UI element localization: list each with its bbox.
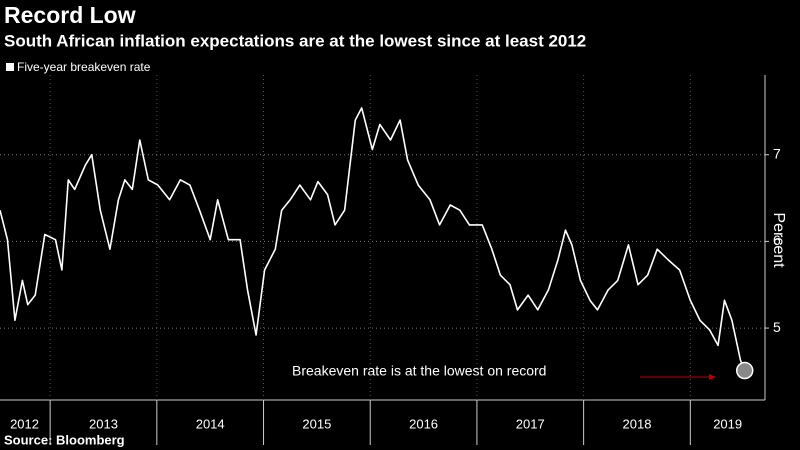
data-line [0,107,746,371]
x-tick-label: 2015 [302,416,331,431]
y-tick-label: 5 [773,319,781,335]
x-tick-label: 2012 [10,416,39,431]
source: Source: Bloomberg [4,432,125,447]
y-axis-label: Percent [770,212,787,268]
annotation: Breakeven rate is at the lowest on recor… [292,363,546,379]
arrow-head [709,374,716,380]
last-point-marker [735,361,754,380]
x-tick-label: 2017 [516,416,545,431]
x-tick-label: 2013 [89,416,118,431]
x-tick-label: 2018 [623,416,652,431]
chart-title: Record Low [4,2,136,28]
y-tick-label: 7 [773,145,781,161]
y-tick-label: 6 [773,232,781,248]
x-tick-label: 2016 [409,416,438,431]
legend-label: Five-year breakeven rate [17,60,151,74]
x-tick-label: 2014 [196,416,225,431]
x-tick-label: 2019 [713,416,742,431]
chart-subtitle: South African inflation expectations are… [4,31,586,50]
legend-swatch [6,63,14,71]
